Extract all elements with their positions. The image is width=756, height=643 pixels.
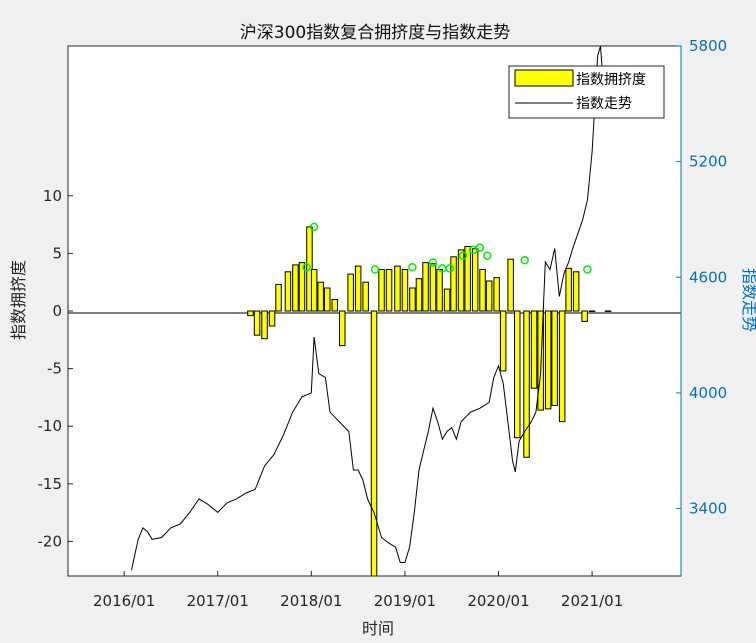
crowding-bar [268,310,276,327]
crowding-bar [499,310,507,372]
crowding-bar [292,264,299,312]
signal-marker [520,256,529,265]
legend: 指数拥挤度 指数走势 [508,65,665,119]
crowding-bar [572,271,580,312]
chart-title: 沪深300指数复合拥挤度与指数走势 [240,23,510,43]
x-tick-label: 2018/01 [280,592,342,610]
signal-marker [583,265,592,274]
crowding-bar [422,262,429,312]
left-tick-label: -20 [38,532,63,550]
signal-marker [370,265,380,274]
crowding-bar [523,310,530,458]
left-tick-label: -10 [38,417,63,435]
crowding-bar [261,310,268,340]
signal-marker [445,264,455,273]
crowding-bar [544,310,552,410]
crowding-bar [317,281,324,312]
crowding-bar [339,310,346,347]
crowding-bar [436,269,443,312]
right-tick-label: 5200 [689,153,727,171]
crowding-bar [284,271,292,312]
crowding-bar [443,288,451,312]
crowding-bar [588,310,596,312]
crowding-bar [324,287,331,312]
crowding-bar [457,249,465,312]
signal-marker [302,262,311,272]
signal-marker [458,251,468,260]
right-axis-label: 指数走势 [740,268,756,332]
crowding-bar [253,310,261,336]
crowding-bar [331,299,338,312]
signal-markers [302,222,592,274]
right-tick-label: 4000 [689,384,727,402]
legend-entry-index: 指数走势 [576,96,632,112]
index-trend-line [131,45,607,571]
crowding-bar [485,280,493,312]
legend-bar-swatch [514,69,574,87]
crowding-bar [450,256,457,312]
left-tick-label: 0 [52,302,62,320]
crowding-bar [464,246,471,312]
x-tick-label: 2021/01 [561,592,623,610]
crowding-bar [565,267,572,312]
x-axis: 2016/01 2017/01 2018/01 2019/01 2020/01 2021/… [93,571,623,610]
right-tick-label: 5800 [689,37,727,55]
right-tick-label: 4600 [689,268,727,286]
crowding-bar [415,278,423,312]
signal-marker [428,258,438,267]
crowding-bar [385,269,393,312]
legend-entry-crowding: 指数拥挤度 [576,72,646,88]
crowding-bar [247,310,254,317]
crowding-bar [479,269,486,312]
crowding-bar [354,265,362,312]
crowding-bar [471,248,479,312]
x-tick-label: 2019/01 [374,592,436,610]
crowding-bar [347,273,354,312]
crowding-bar [394,265,401,312]
signal-marker [475,243,485,252]
left-tick-label: 5 [52,244,62,262]
crowding-bar [275,284,282,312]
right-tick-label: 3400 [689,500,727,518]
x-tick-label: 2017/01 [187,592,249,610]
crowding-bar [429,263,437,312]
crowding-bar [493,277,500,312]
left-axis-label: 指数拥挤度 [9,260,28,340]
left-tick-label: -5 [47,360,62,378]
crowding-bar [551,310,558,406]
crowding-bar [401,269,409,312]
signal-marker [408,262,417,272]
left-tick-label: 10 [43,187,62,205]
crowding-bar [514,310,521,439]
signal-marker [483,251,492,260]
x-axis-label: 时间 [362,619,394,638]
crowding-bar [409,287,416,312]
crowding-bar [604,310,612,312]
x-tick-label: 2020/01 [467,592,529,610]
crowding-bar [378,269,385,312]
crowding-bar [558,310,566,423]
right-axis: 3400 4000 4600 5200 5800 [676,37,727,576]
crowding-bar [530,310,538,389]
crowding-bar [298,262,306,312]
left-axis: -20 -15 -10 -5 0 5 10 [38,187,73,550]
crowding-bar [310,269,318,312]
left-tick-label: -15 [38,475,63,493]
crowding-bar [507,258,514,312]
crowding-bar [581,310,588,322]
crowding-bar [362,281,369,312]
x-tick-label: 2016/01 [93,592,155,610]
crowding-bar [370,310,378,577]
signal-marker [309,222,319,232]
